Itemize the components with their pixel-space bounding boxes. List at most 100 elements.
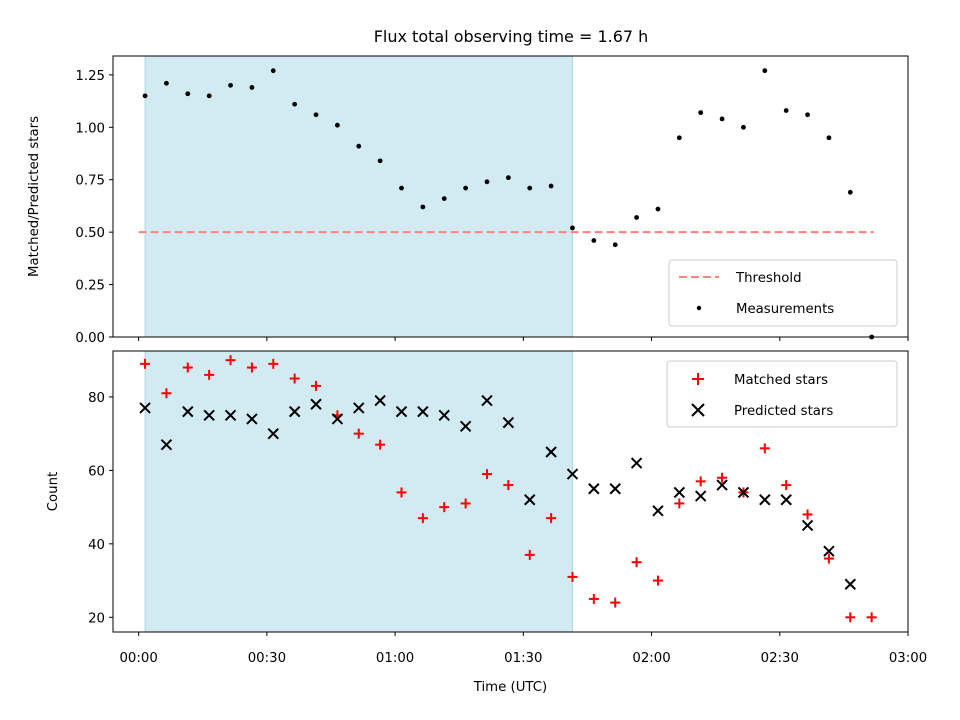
predicted-marker-b <box>545 446 557 458</box>
measurement-point <box>334 122 340 128</box>
matched-star-point <box>353 428 364 439</box>
measurement-point <box>270 68 276 74</box>
matched-star-point <box>546 513 557 524</box>
predicted-marker-b <box>502 416 515 429</box>
predicted-star-point <box>630 457 643 469</box>
predicted-marker-b <box>160 438 173 451</box>
predicted-marker-b <box>609 483 621 495</box>
matched-star-point <box>268 358 279 369</box>
top-y-tick-label: 1.25 <box>75 69 105 84</box>
x-tick-label: 02:00 <box>632 651 670 666</box>
matched-star-point <box>417 513 428 524</box>
predicted-star-point <box>160 438 173 451</box>
matched-star-point <box>567 571 578 582</box>
measurement-point <box>313 112 319 118</box>
matched-star-point <box>610 597 621 608</box>
matched-star-point <box>140 358 151 369</box>
measurement-point <box>719 116 725 122</box>
matched-star-point <box>161 388 172 399</box>
matched-star-point <box>802 509 813 520</box>
predicted-star-point <box>652 505 664 517</box>
predicted-marker-b <box>716 479 728 491</box>
top-y-tick-label: 0.50 <box>75 226 105 241</box>
measurement-point <box>676 135 682 141</box>
bottom-observing-window <box>144 350 573 633</box>
matched-star-point <box>631 557 642 568</box>
chart-title: Flux total observing time = 1.67 h <box>374 27 649 46</box>
measurement-point <box>249 85 255 90</box>
top-y-axis-label: Matched/Predicted stars <box>27 116 42 277</box>
predicted-star-point <box>609 483 621 495</box>
bottom-y-tick-label: 40 <box>88 538 105 553</box>
top-panel: 0.00 0.25 0.50 0.75 1.00 1.25 Matched/Predict… <box>27 55 909 346</box>
measurement-point <box>228 82 233 88</box>
predicted-marker-b <box>246 413 258 425</box>
measurement-point <box>292 101 298 107</box>
matched-star-point <box>396 487 407 498</box>
predicted-star-point <box>331 413 344 425</box>
predicted-marker-b <box>481 394 493 407</box>
predicted-star-point <box>566 468 579 480</box>
legend-threshold-label: Threshold <box>735 271 802 286</box>
predicted-star-point <box>481 394 493 407</box>
legend-predicted-swatch <box>691 403 705 417</box>
predicted-star-point <box>502 416 515 429</box>
measurement-point <box>698 110 704 116</box>
matched-star-point <box>652 575 663 586</box>
predicted-marker-b <box>417 405 429 418</box>
x-axis-label: Time (UTC) <box>473 680 548 695</box>
x-tick-label: 00:00 <box>119 651 157 666</box>
predicted-star-point <box>288 405 301 418</box>
x-tick-label: 01:00 <box>376 651 414 666</box>
matched-star-point <box>695 476 706 487</box>
predicted-marker-b <box>652 505 664 517</box>
predicted-star-point <box>224 409 237 421</box>
predicted-star-point <box>459 420 472 433</box>
predicted-marker-b <box>395 405 408 418</box>
predicted-star-point <box>267 427 279 440</box>
predicted-star-point <box>759 494 771 506</box>
predicted-marker-b <box>844 578 857 590</box>
measurement-point <box>164 80 169 86</box>
top-observing-window <box>144 55 573 338</box>
matched-star-point <box>182 362 193 373</box>
measurement-point <box>762 68 768 74</box>
predicted-star-point <box>182 405 194 418</box>
predicted-marker-b <box>459 420 472 433</box>
top-y-tick-label: 0.00 <box>75 331 105 346</box>
matched-star-point <box>460 498 471 509</box>
predicted-marker-b <box>438 409 450 421</box>
matched-star-point <box>823 553 834 564</box>
predicted-star-point <box>844 578 857 590</box>
measurement-point <box>463 185 469 191</box>
predicted-star-point <box>353 402 365 414</box>
measurement-point <box>505 175 511 181</box>
measurement-point <box>356 143 362 149</box>
legend-matched-swatch <box>692 373 704 385</box>
bottom-y-tick-label: 80 <box>88 391 105 406</box>
predicted-star-point <box>737 486 750 499</box>
measurement-point <box>826 135 832 141</box>
predicted-marker-b <box>801 519 814 532</box>
measurement-point <box>441 196 447 201</box>
measurement-point <box>805 112 810 118</box>
predicted-star-point <box>395 405 408 418</box>
predicted-marker-b <box>139 402 151 414</box>
legend-predicted-label: Predicted stars <box>734 404 833 419</box>
x-tick-label: 00:30 <box>248 651 286 666</box>
top-panel-frame <box>112 55 909 338</box>
bottom-legend: Matched stars Predicted stars <box>666 360 898 428</box>
measurement-point <box>185 91 191 97</box>
matched-star-point <box>289 373 300 384</box>
matched-star-point <box>866 612 877 623</box>
measurement-point <box>741 124 746 130</box>
predicted-star-point <box>694 490 707 502</box>
predicted-marker-b <box>267 427 279 440</box>
predicted-marker-b <box>182 405 194 418</box>
matched-star-point <box>781 480 792 491</box>
predicted-marker-b <box>566 468 579 480</box>
measurement-point <box>527 185 533 191</box>
bottom-y-axis-label: Count <box>46 472 61 512</box>
predicted-marker-b <box>630 457 643 469</box>
matched-star-point <box>674 498 685 509</box>
